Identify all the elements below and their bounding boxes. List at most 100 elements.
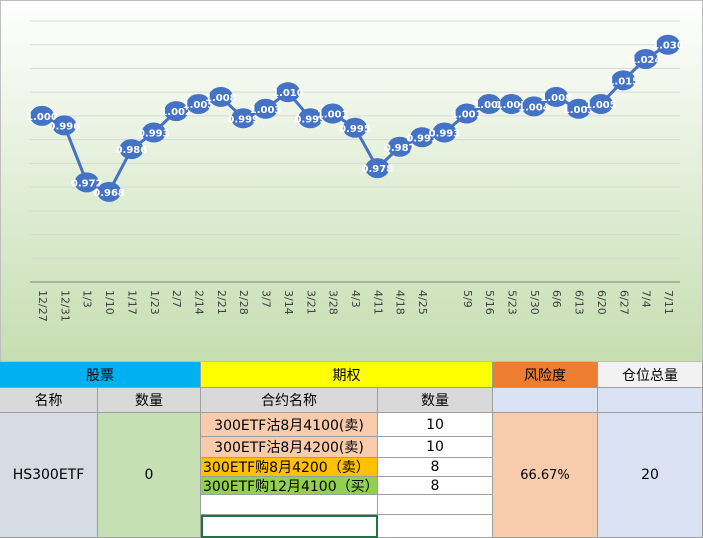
subheader-blank — [598, 388, 703, 413]
marker — [477, 94, 502, 115]
x-tick-label: 12/27 — [36, 290, 49, 322]
data-label: 0.978 — [362, 164, 394, 175]
x-tick-label: 3/7 — [260, 290, 273, 308]
data-label: 1.001 — [451, 110, 483, 121]
contract-name: 300ETF购8月4200（卖） — [201, 458, 378, 477]
x-tick-label: 5/9 — [461, 290, 474, 308]
data-label: 1.002 — [160, 107, 192, 118]
marker — [588, 94, 613, 115]
marker — [119, 139, 144, 160]
marker — [365, 158, 390, 179]
contract-quantity: 8 — [378, 477, 493, 495]
data-label: 0.996 — [49, 121, 81, 132]
x-tick-label: 7/4 — [640, 290, 653, 308]
marker — [186, 94, 211, 115]
contract-quantity: 8 — [378, 458, 493, 477]
marker — [74, 172, 99, 193]
marker — [298, 108, 323, 129]
marker — [633, 48, 658, 69]
data-label: 1.003 — [250, 105, 282, 116]
data-label: 0.968 — [93, 188, 125, 199]
x-tick-label: 4/25 — [416, 290, 429, 315]
marker — [208, 86, 233, 107]
x-tick-label: 4/18 — [394, 290, 407, 315]
x-tick-label: 5/23 — [506, 290, 519, 315]
marker — [97, 181, 122, 202]
header-risk: 风险度 — [493, 362, 598, 388]
data-label: 1.005 — [585, 100, 617, 111]
marker — [544, 86, 569, 107]
data-label: 0.991 — [406, 133, 438, 144]
x-tick-label: 2/7 — [170, 290, 183, 308]
x-tick-label: 3/28 — [327, 290, 340, 315]
x-tick-label: 4/11 — [371, 290, 384, 315]
x-tick-label: 5/16 — [483, 290, 496, 315]
marker — [275, 82, 300, 103]
data-label: 0.999 — [294, 114, 326, 125]
x-tick-label: 4/3 — [349, 290, 362, 308]
subheader: 数量 — [98, 388, 201, 413]
chart: 12/27 12/31 1/3 1/10 1/17 1/23 2/7 2/14 2/21 2/28… — [0, 0, 703, 362]
empty-cell — [201, 495, 378, 515]
contract-name: 300ETF购12月4100（买） — [201, 477, 378, 495]
data-label: 1.003 — [563, 105, 595, 116]
x-tick-label: 1/10 — [103, 290, 116, 315]
data-label: 0.972 — [71, 178, 103, 189]
x-tick-label: 5/30 — [528, 290, 541, 315]
marker — [231, 108, 256, 129]
header-total: 仓位总量 — [598, 362, 703, 388]
data-label: 1.015 — [607, 76, 639, 87]
data-label: 0.993 — [138, 129, 170, 140]
marker — [343, 117, 367, 138]
marker — [52, 115, 77, 136]
marker — [454, 103, 479, 124]
data-label: 1.000 — [26, 112, 58, 123]
risk-value: 66.67% — [493, 413, 598, 538]
data-label: 1.030 — [652, 41, 684, 52]
data-label: 1.008 — [205, 93, 237, 104]
data-label: 1.001 — [317, 110, 349, 121]
marker — [253, 98, 278, 119]
selected-cell[interactable] — [201, 515, 378, 538]
data-label: 0.986 — [116, 145, 148, 156]
data-label: 1.005 — [496, 100, 528, 111]
x-tick-label: 7/11 — [662, 290, 675, 315]
chart-background — [0, 0, 703, 362]
x-tick-label: 6/6 — [550, 290, 563, 308]
x-tick-label: 2/21 — [215, 290, 228, 315]
x-tick-label: 6/20 — [595, 290, 608, 315]
subheader-blank — [493, 388, 598, 413]
x-tick-label: 12/31 — [58, 290, 71, 322]
x-tick-label: 1/23 — [148, 290, 161, 315]
contract-quantity: 10 — [378, 413, 493, 437]
subheader: 数量 — [378, 388, 493, 413]
data-label: 1.024 — [630, 55, 662, 66]
subheader: 合约名称 — [201, 388, 378, 413]
header-stock: 股票 — [0, 362, 201, 388]
marker — [499, 94, 524, 115]
stock-quantity: 0 — [98, 413, 201, 538]
marker — [611, 70, 636, 91]
data-label: 0.993 — [429, 129, 461, 140]
marker — [566, 98, 591, 119]
marker — [164, 101, 189, 122]
x-tick-label: 1/3 — [81, 290, 94, 308]
subheader: 名称 — [0, 388, 98, 413]
x-tick-label: 1/17 — [125, 290, 138, 315]
x-tick-label: 2/14 — [193, 290, 206, 315]
data-label: 0.999 — [227, 114, 259, 125]
x-tick-label: 6/13 — [573, 290, 586, 315]
data-label: 0.987 — [384, 143, 416, 154]
marker — [656, 34, 680, 55]
marker — [30, 105, 54, 126]
stock-name: HS300ETF — [0, 413, 98, 538]
contract-quantity: 10 — [378, 437, 493, 458]
header-option: 期权 — [201, 362, 493, 388]
x-tick-label: 3/14 — [282, 290, 295, 315]
data-label: 0.995 — [339, 124, 371, 135]
marker — [141, 122, 166, 143]
data-label: 1.010 — [272, 88, 304, 99]
marker — [387, 136, 412, 157]
x-tick-label: 3/21 — [304, 290, 317, 315]
